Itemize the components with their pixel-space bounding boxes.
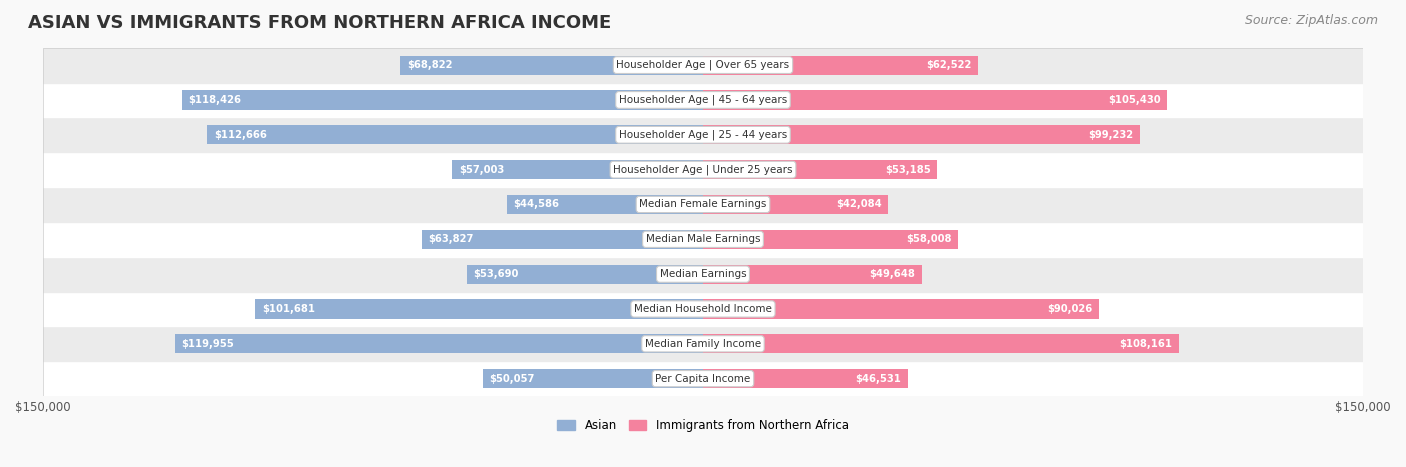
Text: Householder Age | 25 - 44 years: Householder Age | 25 - 44 years [619, 129, 787, 140]
Bar [703, 195, 889, 214]
Bar [703, 230, 959, 249]
Text: $49,648: $49,648 [869, 269, 915, 279]
Bar [703, 299, 1099, 318]
Text: Householder Age | Under 25 years: Householder Age | Under 25 years [613, 164, 793, 175]
Bar [42, 326, 1364, 361]
Text: Per Capita Income: Per Capita Income [655, 374, 751, 384]
Bar [42, 187, 1364, 222]
Bar [467, 265, 703, 284]
Text: $90,026: $90,026 [1047, 304, 1092, 314]
Text: Householder Age | 45 - 64 years: Householder Age | 45 - 64 years [619, 95, 787, 105]
Text: Median Household Income: Median Household Income [634, 304, 772, 314]
Text: $112,666: $112,666 [214, 130, 267, 140]
Text: $68,822: $68,822 [406, 60, 453, 70]
Text: Householder Age | Over 65 years: Householder Age | Over 65 years [616, 60, 790, 71]
Text: $57,003: $57,003 [458, 165, 503, 175]
Text: $119,955: $119,955 [181, 339, 235, 349]
Text: Median Family Income: Median Family Income [645, 339, 761, 349]
Text: $42,084: $42,084 [837, 199, 882, 210]
Text: Source: ZipAtlas.com: Source: ZipAtlas.com [1244, 14, 1378, 27]
Bar [42, 257, 1364, 291]
Bar [422, 230, 703, 249]
Bar [506, 195, 703, 214]
Bar [703, 91, 1167, 110]
Bar [42, 152, 1364, 187]
Bar [181, 91, 703, 110]
Bar [42, 117, 1364, 152]
Text: Median Male Earnings: Median Male Earnings [645, 234, 761, 244]
Bar [207, 125, 703, 144]
Bar [42, 291, 1364, 326]
Text: ASIAN VS IMMIGRANTS FROM NORTHERN AFRICA INCOME: ASIAN VS IMMIGRANTS FROM NORTHERN AFRICA… [28, 14, 612, 32]
Bar [482, 369, 703, 388]
Bar [401, 56, 703, 75]
Text: $99,232: $99,232 [1088, 130, 1133, 140]
Bar [42, 361, 1364, 396]
Text: $63,827: $63,827 [429, 234, 474, 244]
Text: $58,008: $58,008 [907, 234, 952, 244]
Text: $101,681: $101,681 [262, 304, 315, 314]
Text: Median Earnings: Median Earnings [659, 269, 747, 279]
Bar [256, 299, 703, 318]
Bar [703, 125, 1140, 144]
Text: $53,690: $53,690 [474, 269, 519, 279]
Bar [703, 334, 1180, 354]
Text: $46,531: $46,531 [855, 374, 901, 384]
Bar [42, 48, 1364, 83]
Bar [42, 83, 1364, 117]
Bar [703, 265, 921, 284]
Bar [42, 222, 1364, 257]
Text: $53,185: $53,185 [884, 165, 931, 175]
Text: $62,522: $62,522 [927, 60, 972, 70]
Text: $108,161: $108,161 [1119, 339, 1173, 349]
Bar [703, 160, 936, 179]
Text: Median Female Earnings: Median Female Earnings [640, 199, 766, 210]
Bar [176, 334, 703, 354]
Bar [703, 56, 979, 75]
Text: $105,430: $105,430 [1108, 95, 1160, 105]
Text: $118,426: $118,426 [188, 95, 242, 105]
Bar [453, 160, 703, 179]
Legend: Asian, Immigrants from Northern Africa: Asian, Immigrants from Northern Africa [557, 419, 849, 432]
Bar [703, 369, 908, 388]
Text: $44,586: $44,586 [513, 199, 560, 210]
Text: $50,057: $50,057 [489, 374, 534, 384]
